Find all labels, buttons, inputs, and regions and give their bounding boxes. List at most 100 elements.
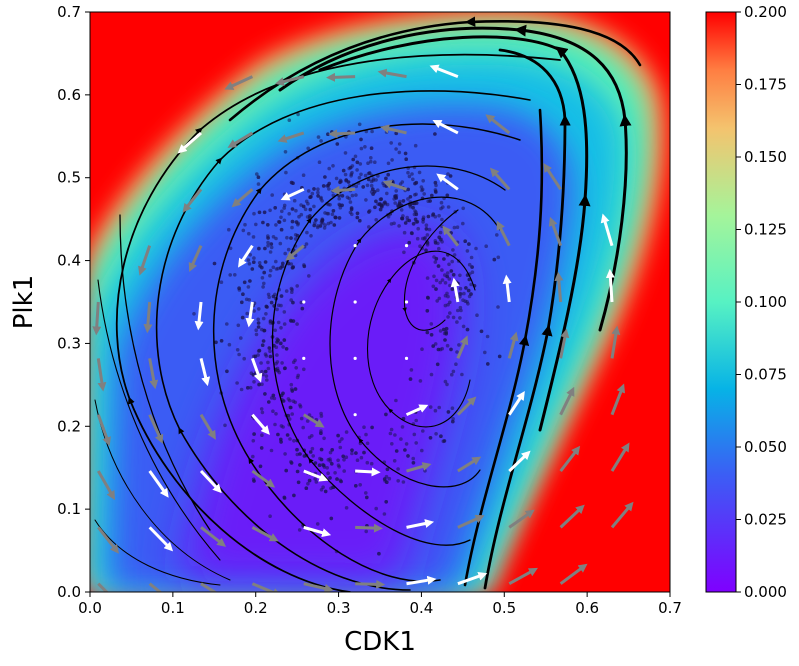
cell-point — [446, 410, 451, 414]
velocity-arrow — [303, 582, 334, 592]
cell-point — [374, 506, 379, 511]
velocity-arrow — [302, 413, 325, 428]
cell-point — [475, 313, 479, 318]
cell-point — [465, 327, 470, 332]
cell-point — [424, 223, 429, 227]
cell-point — [316, 135, 321, 139]
cell-point — [240, 300, 244, 305]
cell-point — [320, 219, 324, 223]
cell-point — [242, 280, 247, 285]
cell-point — [279, 227, 284, 232]
cell-point — [464, 286, 468, 290]
cell-point — [409, 368, 414, 372]
cell-point — [268, 354, 273, 359]
cell-point — [341, 168, 346, 173]
cell-point — [462, 291, 466, 296]
cell-point — [433, 180, 438, 185]
cell-point — [298, 404, 303, 409]
cell-point — [264, 312, 268, 316]
cell-point — [437, 246, 441, 251]
cell-point — [291, 319, 296, 323]
cell-point — [437, 213, 441, 218]
cell-point — [252, 309, 256, 313]
cell-point — [382, 512, 387, 516]
velocity-arrow — [231, 188, 254, 208]
velocity-arrow — [96, 414, 111, 447]
streamline — [94, 519, 221, 586]
cell-point — [364, 491, 368, 495]
cell-point — [384, 412, 388, 417]
cell-point — [286, 261, 291, 266]
cell-point — [279, 393, 284, 398]
velocity-arrow — [148, 470, 169, 498]
cell-point — [325, 466, 330, 470]
cell-point — [469, 292, 473, 296]
cell-point — [446, 315, 450, 319]
velocity-arrow — [508, 509, 535, 529]
cell-point — [404, 157, 409, 161]
cell-point — [319, 431, 323, 436]
streamlines — [94, 16, 642, 592]
cell-point — [474, 246, 478, 251]
cell-point — [259, 361, 263, 365]
cell-point — [254, 332, 259, 337]
cell-point — [348, 210, 353, 215]
cell-point — [400, 216, 405, 221]
colorbar-gradient — [705, 11, 737, 593]
cell-point — [393, 201, 398, 205]
cell-point — [411, 205, 415, 210]
cell-point — [304, 199, 309, 204]
streamline — [97, 279, 221, 561]
cell-point — [287, 417, 292, 421]
cell-point — [261, 316, 266, 321]
cell-point — [290, 225, 294, 230]
velocity-arrow — [543, 162, 562, 191]
cell-point — [369, 146, 374, 150]
cell-point — [283, 251, 288, 256]
cell-point — [285, 235, 289, 240]
velocity-arrow — [277, 131, 305, 143]
cell-point — [405, 215, 410, 220]
cell-point — [259, 407, 264, 411]
cell-point — [219, 339, 224, 343]
velocity-arrow — [485, 114, 511, 135]
cell-point — [445, 343, 450, 348]
cell-point — [297, 528, 302, 532]
cell-point — [440, 268, 444, 272]
cell-point — [470, 265, 474, 269]
cell-point — [329, 516, 334, 521]
cell-point — [263, 369, 268, 374]
cell-point — [450, 372, 454, 377]
cell-point — [483, 350, 487, 355]
cell-point — [419, 185, 424, 189]
cell-point — [314, 480, 319, 484]
cell-point — [458, 291, 462, 296]
cell-point — [289, 286, 294, 291]
cell-point — [442, 439, 447, 443]
cell-point — [421, 429, 425, 433]
cell-point — [425, 276, 430, 280]
cell-point — [448, 174, 453, 178]
cell-point — [319, 139, 323, 143]
cell-point — [448, 283, 452, 288]
cell-point — [364, 198, 368, 202]
cell-point — [292, 198, 297, 203]
cell-point — [384, 184, 389, 188]
cell-point — [302, 367, 306, 372]
cell-point — [411, 222, 416, 226]
velocity-arrow — [250, 357, 263, 383]
x-tick-label: 0.6 — [575, 599, 599, 617]
velocity-arrow — [508, 567, 538, 586]
colorbar-ticks: 0.000 0.025 0.050 0.075 0.100 0.125 0.150 0.175… — [736, 3, 787, 601]
cell-point — [369, 156, 373, 160]
cell-point — [289, 236, 293, 240]
cell-point — [235, 381, 239, 385]
cell-point — [362, 425, 366, 430]
streamline — [271, 165, 506, 546]
colorbar: 0.000 0.025 0.050 0.075 0.100 0.125 0.150 0.175… — [705, 3, 787, 601]
cell-point — [370, 425, 374, 430]
cell-point — [214, 340, 218, 345]
cell-point — [258, 464, 263, 469]
cell-point — [394, 131, 399, 136]
